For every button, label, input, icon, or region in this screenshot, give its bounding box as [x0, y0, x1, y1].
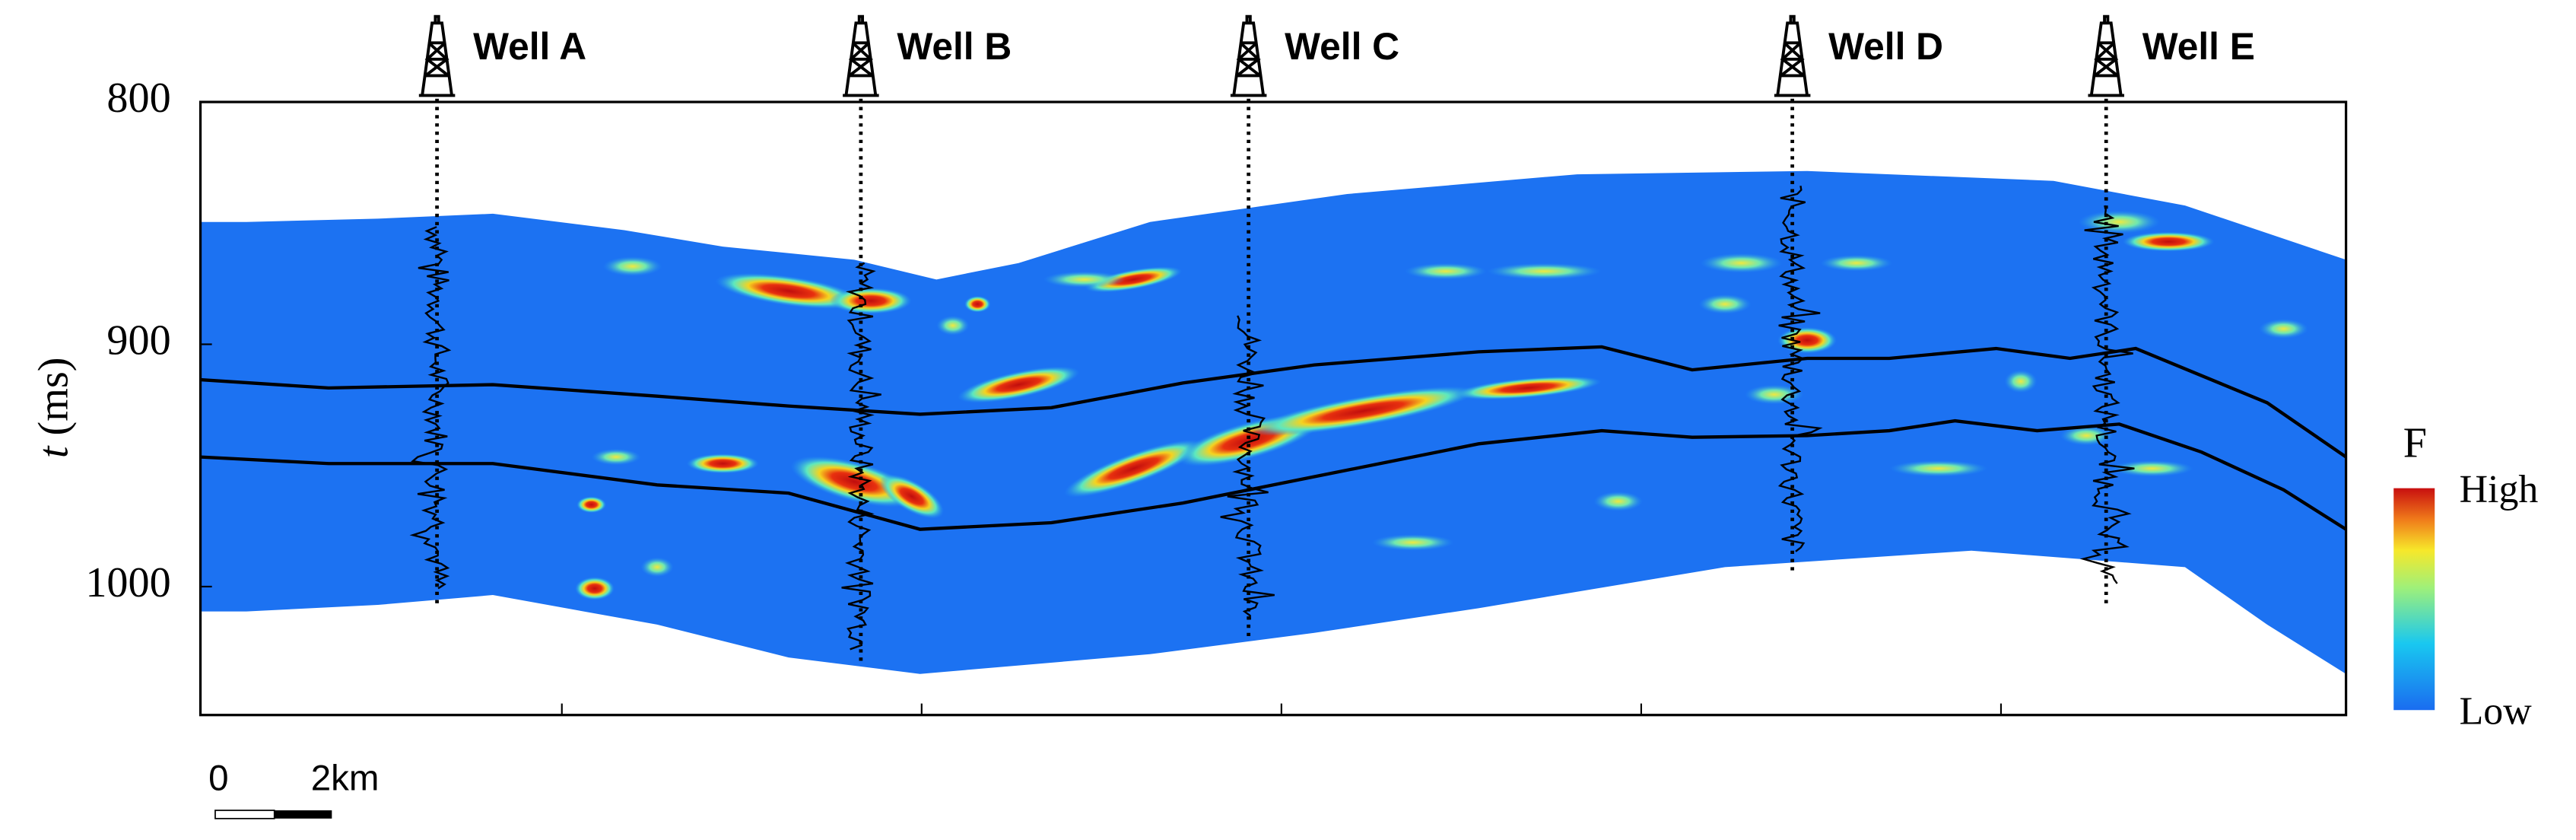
anomaly	[577, 496, 607, 514]
anomaly	[1486, 262, 1602, 280]
anomaly	[1371, 534, 1454, 551]
y-axis-variable: t	[30, 445, 77, 458]
anomaly	[686, 453, 759, 474]
x-ticks	[561, 703, 2003, 715]
anomaly	[1820, 254, 1893, 272]
anomaly	[1250, 386, 1477, 436]
anomaly	[575, 577, 615, 600]
scale-bar-start: 0	[208, 759, 228, 799]
anomaly	[1698, 294, 1752, 314]
anomaly	[957, 366, 1080, 403]
anomaly	[2060, 425, 2113, 446]
anomaly	[1593, 491, 1644, 511]
anomaly	[1454, 376, 1602, 400]
colorbar-title: F	[2403, 420, 2427, 467]
y-axis-label: t (ms)	[30, 358, 77, 459]
y-tick-label: 1000	[85, 559, 170, 606]
derrick-icon	[1774, 14, 1811, 97]
well-log	[2079, 205, 2135, 584]
anomaly	[879, 474, 945, 519]
colorbar-low: Low	[2460, 690, 2533, 733]
anomaly	[715, 272, 862, 309]
anomaly	[2259, 319, 2308, 339]
horizon	[200, 418, 2346, 531]
derrick-icon	[843, 14, 879, 97]
well-label: Well E	[2142, 25, 2255, 68]
anomaly	[2111, 460, 2193, 477]
colorbar	[2393, 488, 2435, 711]
anomaly	[1043, 271, 1126, 288]
derrick-icon	[418, 14, 456, 97]
well-label: Well A	[473, 25, 586, 68]
well-label: Well B	[897, 25, 1012, 68]
anomaly	[829, 288, 912, 314]
well-log	[409, 226, 452, 590]
anomaly	[1063, 439, 1204, 498]
scale-bar-end: 2km	[311, 759, 380, 799]
anomaly	[640, 557, 674, 578]
well-log	[1777, 186, 1823, 552]
anomaly	[1700, 253, 1783, 273]
derrick-icon	[1230, 14, 1267, 97]
anomaly	[602, 256, 662, 276]
plot-frame	[199, 100, 2348, 717]
y-axis-unit: (ms)	[30, 358, 77, 436]
well-log	[1220, 315, 1275, 620]
anomaly	[2004, 370, 2038, 393]
anomaly	[964, 295, 991, 313]
derrick-icon	[2088, 14, 2124, 97]
anomaly	[591, 448, 641, 466]
anomaly	[1745, 384, 1804, 405]
well-log	[841, 262, 881, 651]
well-label: Well D	[1828, 25, 1943, 68]
colorbar-high: High	[2460, 468, 2539, 511]
anomaly	[1404, 262, 1487, 280]
anomaly	[936, 315, 970, 336]
scale-bar-white	[214, 810, 275, 819]
anomaly	[2122, 231, 2215, 252]
seismic-section	[200, 170, 2346, 674]
scale-bar-black	[274, 810, 332, 819]
anomaly	[1777, 326, 1837, 354]
anomaly	[1889, 460, 1988, 477]
horizon	[200, 345, 2346, 459]
y-tick-label: 900	[106, 317, 170, 364]
y-tick-label: 800	[106, 75, 170, 122]
well-label: Well C	[1285, 25, 1399, 68]
